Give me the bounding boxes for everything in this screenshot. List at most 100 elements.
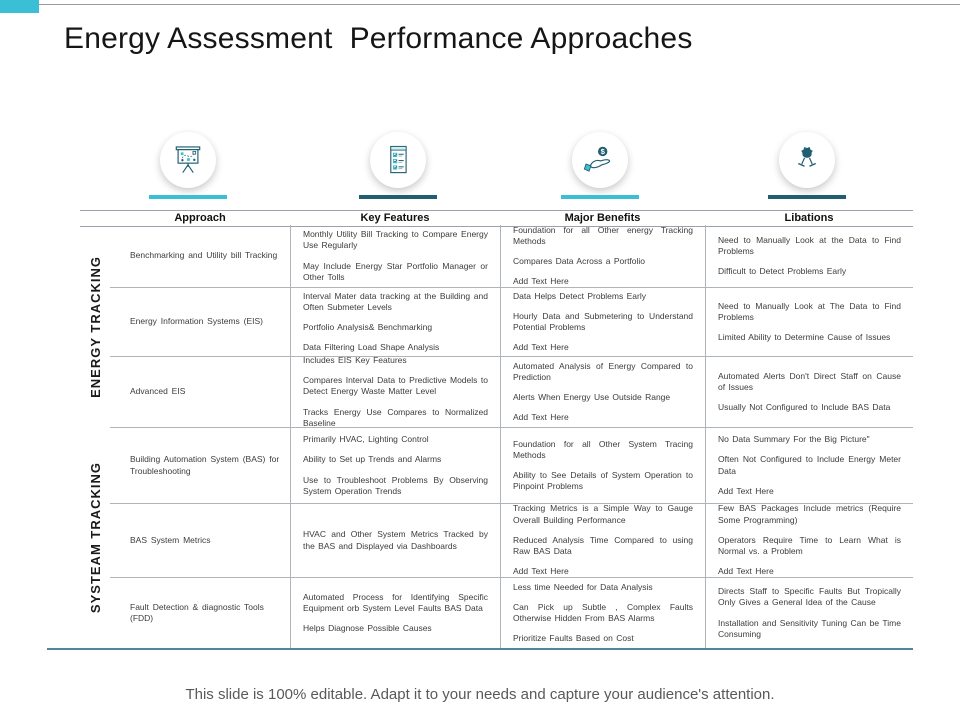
cell-paragraph: HVAC and Other System Metrics Tracked by…	[303, 529, 488, 551]
cell-key-features: HVAC and Other System Metrics Tracked by…	[290, 504, 500, 578]
page-title: Energy Assessment Performance Approaches	[64, 22, 693, 55]
group-label-systeam-tracking: SYSTEAM TRACKING	[87, 462, 103, 614]
wine-glasses-icon	[779, 132, 835, 188]
icon-underline	[768, 195, 846, 199]
cell-paragraph: Alerts When Energy Use Outside Range	[513, 392, 671, 402]
top-divider-line	[39, 4, 960, 5]
column-header-major-benefits: Major Benefits	[564, 212, 641, 224]
column-header-approach: Approach	[174, 212, 226, 224]
cell-paragraph: Ability to See Details of System Operati…	[513, 470, 693, 492]
cell-libations: No Data Summary For the Big Picture" Ofte…	[705, 428, 913, 504]
cell-paragraph: Includes EIS Key Features	[303, 357, 407, 365]
cell-major-benefits: Automated Analysis of Energy Compared to…	[500, 357, 705, 428]
column-header-libations: Libations	[784, 212, 834, 224]
cell-paragraph: Foundation for all Other System Tracing …	[513, 438, 693, 460]
cell-paragraph: Difficult to Detect Problems Early	[718, 266, 847, 277]
cell-major-benefits: Foundation for all Other System Tracing …	[500, 428, 705, 504]
cell-paragraph: Add Text Here	[718, 566, 774, 577]
cell-paragraph: Need to Manually Look at the Data to Fin…	[718, 234, 901, 256]
cell-paragraph: Hourly Data and Submetering to Understan…	[513, 310, 693, 332]
cell-paragraph: Helps Diagnose Possible Causes	[303, 623, 432, 634]
icon-block-approach	[149, 132, 227, 199]
footer-note: This slide is 100% editable. Adapt it to…	[185, 686, 775, 703]
cell-paragraph: Few BAS Packages Include metrics (Requir…	[718, 504, 901, 525]
cell-paragraph: Automated Analysis of Energy Compared to…	[513, 360, 693, 382]
cell-paragraph: Directs Staff to Specific Faults But Tro…	[718, 586, 901, 608]
cell-approach: Energy Information Systems (EIS)	[110, 288, 290, 357]
cell-paragraph: Automated Alerts Don't Direct Staff on C…	[718, 370, 901, 392]
cell-paragraph: Tracking Metrics is a Simple Way to Gaug…	[513, 504, 693, 525]
cell-paragraph: Interval Mater data tracking at the Buil…	[303, 290, 488, 312]
cell-libations: Need to Manually Look at the Data to Fin…	[705, 225, 913, 288]
corner-accent-bar	[0, 0, 39, 13]
table-bottom-accent-line	[47, 648, 913, 650]
approach-text: Benchmarking and Utility bill Tracking	[130, 250, 278, 261]
hand-dollar-icon: $	[572, 132, 628, 188]
approach-text: Fault Detection & diagnostic Tools (FDD)	[130, 601, 264, 623]
cell-key-features: Includes EIS Key Features Compares Interv…	[290, 357, 500, 428]
cell-approach: Benchmarking and Utility bill Tracking	[110, 225, 290, 288]
cell-paragraph: Use to Troubleshoot Problems By Observin…	[303, 474, 488, 496]
cell-libations: Few BAS Packages Include metrics (Requir…	[705, 504, 913, 578]
cell-approach: BAS System Metrics	[110, 504, 290, 578]
approach-text: BAS System Metrics	[130, 534, 211, 545]
cell-libations: Automated Alerts Don't Direct Staff on C…	[705, 357, 913, 428]
cell-major-benefits: Foundation for all Other energy Tracking…	[500, 225, 705, 288]
cell-paragraph: Usually Not Configured to Include BAS Da…	[718, 402, 891, 413]
cell-paragraph: Often Not Configured to Include Energy M…	[718, 454, 901, 476]
cell-paragraph: Foundation for all Other energy Tracking…	[513, 225, 693, 246]
cell-paragraph: Portfolio Analysis& Benchmarking	[303, 322, 433, 332]
icon-block-major-benefits: $	[561, 132, 639, 199]
cell-paragraph: Ability to Set up Trends and Alarms	[303, 454, 442, 465]
cell-paragraph: Primarily HVAC, Lighting Control	[303, 434, 429, 445]
cell-paragraph: Tracks Energy Use Compares to Normalized…	[303, 406, 488, 428]
cell-paragraph: Can Pick up Subtle , Complex Faults Othe…	[513, 601, 693, 623]
cell-paragraph: Limited Ability to Determine Cause of Is…	[718, 332, 891, 343]
cell-paragraph: Less time Needed for Data Analysis	[513, 581, 653, 592]
cell-major-benefits: Less time Needed for Data Analysis Can Pi…	[500, 578, 705, 648]
icon-underline	[359, 195, 437, 199]
cell-paragraph: Need to Manually Look at The Data to Fin…	[718, 300, 901, 322]
cell-approach: Fault Detection & diagnostic Tools (FDD)	[110, 578, 290, 648]
approach-text: Advanced EIS	[130, 386, 186, 397]
cell-paragraph: Compares Interval Data to Predictive Mod…	[303, 375, 488, 397]
cell-key-features: Primarily HVAC, Lighting Control Ability …	[290, 428, 500, 504]
cell-paragraph: Add Text Here	[513, 566, 569, 577]
cell-paragraph: Operators Require Time to Learn What is …	[718, 534, 901, 557]
cell-paragraph: Data Filtering Load Shape Analysis	[303, 342, 440, 353]
cell-key-features: Monthly Utility Bill Tracking to Compare…	[290, 225, 500, 288]
approach-text: Building Automation System (BAS) for Tro…	[130, 454, 280, 476]
cell-paragraph: Reduced Analysis Time Compared to using …	[513, 534, 693, 557]
checklist-icon	[370, 132, 426, 188]
cell-paragraph: Automated Process for Identifying Specif…	[303, 591, 488, 613]
table-header-row: Approach Key Features Major Benefits Lib…	[80, 210, 913, 227]
icon-block-key-features	[359, 132, 437, 199]
cell-major-benefits: Tracking Metrics is a Simple Way to Gaug…	[500, 504, 705, 578]
comparison-table: ENERGY TRACKING SYSTEAM TRACKING Benchma…	[80, 225, 913, 648]
group-label-energy-tracking: ENERGY TRACKING	[87, 255, 103, 398]
cell-key-features: Automated Process for Identifying Specif…	[290, 578, 500, 648]
svg-text:$: $	[601, 147, 606, 156]
cell-paragraph: Installation and Sensitivity Tuning Can …	[718, 617, 901, 639]
cell-paragraph: Data Helps Detect Problems Early	[513, 290, 646, 301]
cell-approach: Advanced EIS	[110, 357, 290, 428]
cell-approach: Building Automation System (BAS) for Tro…	[110, 428, 290, 504]
cell-paragraph: May Include Energy Star Portfolio Manage…	[303, 260, 488, 282]
cell-major-benefits: Data Helps Detect Problems Early Hourly D…	[500, 288, 705, 357]
cell-paragraph: Add Text Here	[513, 342, 569, 353]
cell-paragraph: Add Text Here	[513, 412, 569, 423]
cell-libations: Need to Manually Look at The Data to Fin…	[705, 288, 913, 357]
icon-underline	[561, 195, 639, 199]
cell-paragraph: Add Text Here	[718, 485, 774, 496]
cell-paragraph: Compares Data Across a Portfolio	[513, 256, 646, 266]
cell-paragraph: Monthly Utility Bill Tracking to Compare…	[303, 229, 488, 251]
cell-libations: Directs Staff to Specific Faults But Tro…	[705, 578, 913, 648]
cell-key-features: Interval Mater data tracking at the Buil…	[290, 288, 500, 357]
cell-paragraph: Prioritize Faults Based on Cost	[513, 633, 634, 644]
icon-underline	[149, 195, 227, 199]
presentation-chart-icon	[160, 132, 216, 188]
cell-paragraph: Add Text Here	[513, 276, 569, 287]
column-header-key-features: Key Features	[360, 212, 430, 224]
cell-paragraph: No Data Summary For the Big Picture"	[718, 434, 870, 445]
